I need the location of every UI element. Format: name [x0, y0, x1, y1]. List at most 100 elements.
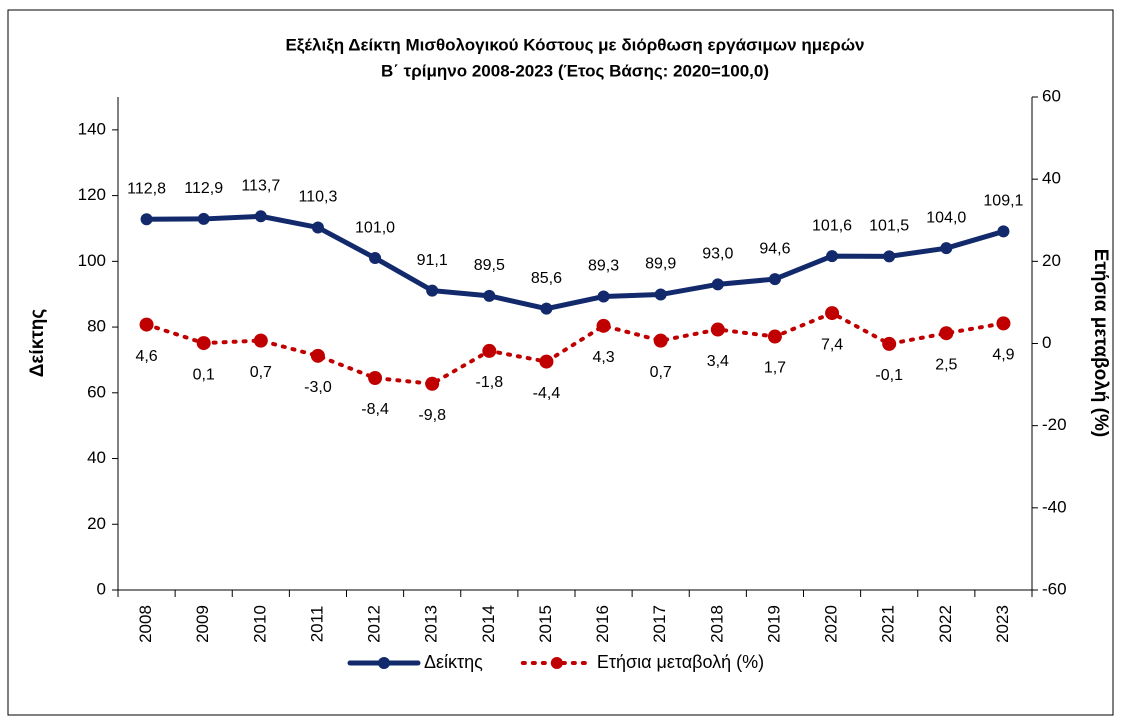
point — [254, 210, 267, 223]
data-label: 94,6 — [759, 240, 790, 257]
point — [196, 336, 211, 351]
y-axis-title: Δείκτης — [27, 309, 48, 378]
x-tick-label: 2011 — [307, 606, 326, 643]
data-label: 4,6 — [135, 348, 157, 365]
x-tick-label: 2015 — [536, 605, 555, 643]
data-label: 1,7 — [764, 360, 786, 377]
data-label: -3,0 — [304, 379, 332, 396]
y-tick-label: 80 — [87, 317, 106, 336]
x-tick-label: 2016 — [593, 605, 612, 643]
y-tick-label: 40 — [87, 448, 106, 467]
data-label: 101,5 — [869, 218, 909, 235]
data-label: 89,9 — [645, 256, 676, 273]
data-label: -4,4 — [533, 385, 561, 402]
data-label: 101,6 — [812, 217, 852, 234]
data-label: 0,7 — [250, 364, 272, 381]
data-label: 0,7 — [650, 364, 672, 381]
point — [597, 290, 610, 303]
y2-tick-label: 40 — [1042, 169, 1061, 188]
legend-marker — [550, 657, 563, 669]
point — [368, 371, 383, 386]
data-label: 89,3 — [588, 258, 619, 275]
y-tick-label: 100 — [78, 251, 106, 270]
y-tick-label: 20 — [87, 514, 106, 533]
point — [253, 333, 268, 348]
data-label: 2,5 — [935, 356, 957, 373]
y-tick-label: 120 — [78, 185, 106, 204]
y-tick-label: 0 — [97, 579, 106, 598]
data-label: 7,4 — [821, 336, 843, 353]
y-tick-label: 140 — [78, 119, 106, 138]
x-tick-label: 2020 — [822, 605, 841, 643]
data-label: 113,7 — [241, 178, 280, 195]
point — [596, 318, 611, 333]
point — [653, 333, 668, 348]
y2-tick-label: 20 — [1042, 251, 1061, 270]
series-line — [144, 213, 1006, 312]
point — [369, 252, 382, 265]
legend-label: Δείκτης — [424, 652, 483, 672]
point — [826, 250, 839, 263]
chart-subtitle: Β΄ τρίμηνο 2008-2023 (Έτος Βάσης: 2020=1… — [381, 61, 769, 80]
data-label: 112,9 — [184, 180, 223, 197]
point — [197, 212, 210, 225]
point — [997, 225, 1010, 238]
data-label: 91,1 — [417, 252, 448, 269]
point — [539, 354, 554, 369]
data-label: 104,0 — [926, 209, 966, 226]
x-tick-label: 2012 — [365, 605, 384, 643]
data-label: -8,4 — [361, 401, 389, 418]
point — [310, 348, 325, 363]
data-label: -0,1 — [875, 367, 903, 384]
point — [140, 213, 153, 226]
y2-axis-title: Ετήσια μεταβολή (%) — [1090, 249, 1111, 437]
x-tick-label: 2009 — [193, 605, 212, 643]
data-label: 93,0 — [702, 246, 733, 263]
y-tick-label: 60 — [87, 382, 106, 401]
data-label: 110,3 — [299, 189, 338, 206]
x-tick-label: 2019 — [764, 605, 783, 643]
point — [883, 250, 896, 263]
data-label: -9,8 — [418, 407, 446, 424]
y2-tick-label: -20 — [1042, 415, 1067, 434]
point — [711, 278, 724, 291]
data-label: 112,8 — [127, 180, 166, 197]
data-label: 0,1 — [193, 366, 215, 383]
x-tick-label: 2008 — [136, 605, 155, 643]
y2-tick-label: -60 — [1042, 579, 1067, 598]
x-tick-label: 2023 — [993, 605, 1012, 643]
data-label: 109,1 — [983, 193, 1023, 210]
data-label: -1,8 — [476, 374, 504, 391]
point — [940, 242, 953, 255]
legend-marker — [378, 657, 390, 669]
legend-label: Ετήσια μεταβολή (%) — [597, 652, 764, 672]
x-tick-label: 2017 — [650, 605, 669, 643]
y2-tick-label: -40 — [1042, 497, 1067, 516]
y2-tick-label: 60 — [1042, 86, 1061, 105]
point — [710, 322, 725, 337]
point — [425, 376, 440, 391]
point — [139, 317, 154, 332]
data-label: 4,3 — [592, 349, 614, 366]
point — [540, 302, 553, 315]
x-tick-label: 2021 — [879, 605, 898, 643]
data-label: 4,9 — [992, 347, 1014, 364]
point — [882, 336, 897, 351]
series-line — [144, 310, 1006, 386]
x-tick-label: 2022 — [936, 605, 955, 643]
point — [825, 306, 840, 321]
point — [482, 343, 497, 358]
point — [426, 284, 439, 297]
point — [768, 273, 781, 286]
chart-title: Εξέλιξη Δείκτη Μισθολογικού Κόστους με δ… — [285, 35, 864, 54]
data-label: 3,4 — [707, 353, 729, 370]
x-tick-label: 2018 — [707, 605, 726, 643]
x-tick-label: 2010 — [250, 605, 269, 643]
point — [654, 288, 667, 301]
data-label: 85,6 — [531, 270, 562, 287]
y2-tick-label: 0 — [1042, 333, 1051, 352]
chart-frame — [7, 9, 1114, 716]
data-label: 89,5 — [474, 257, 505, 274]
data-label: 101,0 — [355, 219, 395, 236]
